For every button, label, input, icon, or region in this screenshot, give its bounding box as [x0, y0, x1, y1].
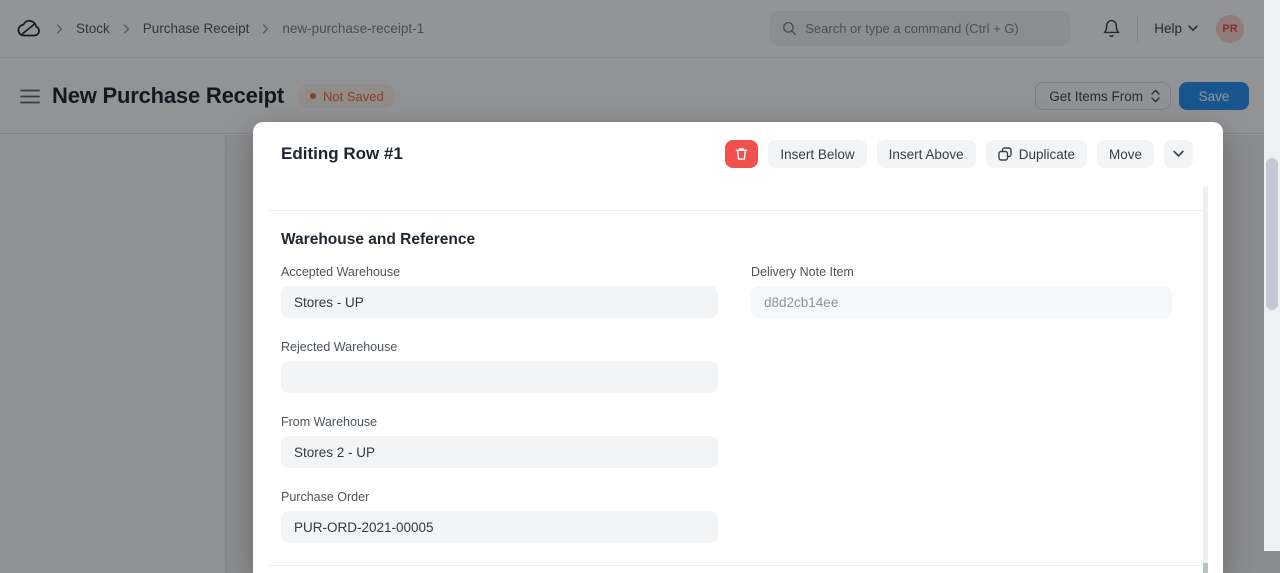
- insert-below-button[interactable]: Insert Below: [768, 140, 867, 168]
- modal-header: Editing Row #1 Insert Below Insert Above…: [253, 122, 1223, 186]
- status-badge-label: Not Saved: [323, 88, 384, 104]
- global-search[interactable]: [770, 11, 1071, 46]
- breadcrumb-current: new-purchase-receipt-1: [282, 21, 425, 36]
- duplicate-label: Duplicate: [1018, 146, 1075, 162]
- field-purchase-order: Purchase Order: [281, 489, 718, 543]
- chevron-right-icon: [123, 23, 130, 34]
- get-items-from-label: Get Items From: [1049, 88, 1143, 104]
- modal-scrollbar[interactable]: [1203, 186, 1208, 573]
- search-icon: [783, 22, 797, 36]
- trash-icon: [736, 148, 748, 160]
- breadcrumb: Stock Purchase Receipt new-purchase-rece…: [56, 21, 424, 36]
- modal-toolbar: Insert Below Insert Above Duplicate Move: [725, 140, 1193, 168]
- navbar-divider: [1137, 15, 1139, 42]
- modal-title: Editing Row #1: [281, 144, 403, 163]
- hamburger-icon: [20, 89, 40, 103]
- section-heading: Warehouse and Reference: [281, 231, 476, 248]
- chevron-right-icon: [56, 23, 63, 34]
- breadcrumb-purchase-receipt[interactable]: Purchase Receipt: [142, 21, 250, 36]
- section-divider: [267, 565, 1205, 566]
- breadcrumb-stock[interactable]: Stock: [76, 21, 110, 36]
- accepted-warehouse-input[interactable]: [281, 286, 718, 318]
- field-label: Accepted Warehouse: [281, 265, 401, 279]
- navbar: Stock Purchase Receipt new-purchase-rece…: [0, 0, 1280, 58]
- get-items-from-button[interactable]: Get Items From: [1035, 82, 1171, 110]
- delivery-note-item-input: [751, 286, 1172, 318]
- help-menu[interactable]: Help: [1154, 21, 1198, 36]
- search-input[interactable]: [805, 21, 1059, 36]
- field-rejected-warehouse: Rejected Warehouse: [281, 339, 718, 393]
- frappe-cloud-logo-icon[interactable]: [16, 16, 43, 42]
- modal-body: Warehouse and Reference Accepted Warehou…: [253, 186, 1223, 573]
- field-label: Rejected Warehouse: [281, 340, 398, 354]
- status-badge: Not Saved: [298, 84, 396, 108]
- field-label: From Warehouse: [281, 415, 378, 429]
- notifications-button[interactable]: [1102, 19, 1121, 38]
- chevron-down-icon: [1188, 25, 1198, 31]
- fields-column-left: Accepted Warehouse Rejected Warehouse Fr…: [281, 264, 718, 564]
- field-delivery-note-item: Delivery Note Item: [751, 264, 1172, 318]
- field-label: Delivery Note Item: [751, 265, 854, 279]
- chevron-right-icon: [263, 23, 269, 34]
- modal-scrollbar-thumb[interactable]: [1203, 563, 1208, 573]
- delete-row-button[interactable]: [725, 140, 759, 168]
- rejected-warehouse-input[interactable]: [281, 361, 718, 393]
- form-sidebar: [0, 135, 226, 573]
- insert-above-button[interactable]: Insert Above: [876, 140, 976, 168]
- chevron-down-icon: [1173, 150, 1184, 157]
- sidebar-toggle-button[interactable]: [16, 85, 44, 108]
- editing-row-modal: Editing Row #1 Insert Below Insert Above…: [253, 122, 1223, 573]
- help-label: Help: [1154, 21, 1182, 36]
- status-dot-icon: [310, 93, 316, 99]
- field-label: Purchase Order: [281, 490, 370, 504]
- user-avatar[interactable]: PR: [1216, 14, 1244, 43]
- more-actions-button[interactable]: [1164, 140, 1193, 168]
- page-scrollbar-thumb[interactable]: [1266, 158, 1278, 310]
- duplicate-icon: [998, 147, 1012, 161]
- page-scrollbar[interactable]: [1264, 0, 1280, 551]
- save-button[interactable]: Save: [1179, 82, 1249, 110]
- purchase-order-input[interactable]: [281, 511, 718, 543]
- page-header: New Purchase Receipt Not Saved Get Items…: [0, 59, 1280, 134]
- duplicate-button[interactable]: Duplicate: [985, 140, 1087, 168]
- select-unfold-icon: [1151, 89, 1160, 103]
- bell-icon: [1103, 19, 1120, 38]
- field-from-warehouse: From Warehouse: [281, 414, 718, 468]
- from-warehouse-input[interactable]: [281, 436, 718, 468]
- field-accepted-warehouse: Accepted Warehouse: [281, 264, 718, 318]
- section-divider: [267, 210, 1205, 211]
- fields-column-right: Delivery Note Item: [751, 264, 1172, 339]
- page-title: New Purchase Receipt: [52, 83, 284, 108]
- move-button[interactable]: Move: [1096, 140, 1154, 168]
